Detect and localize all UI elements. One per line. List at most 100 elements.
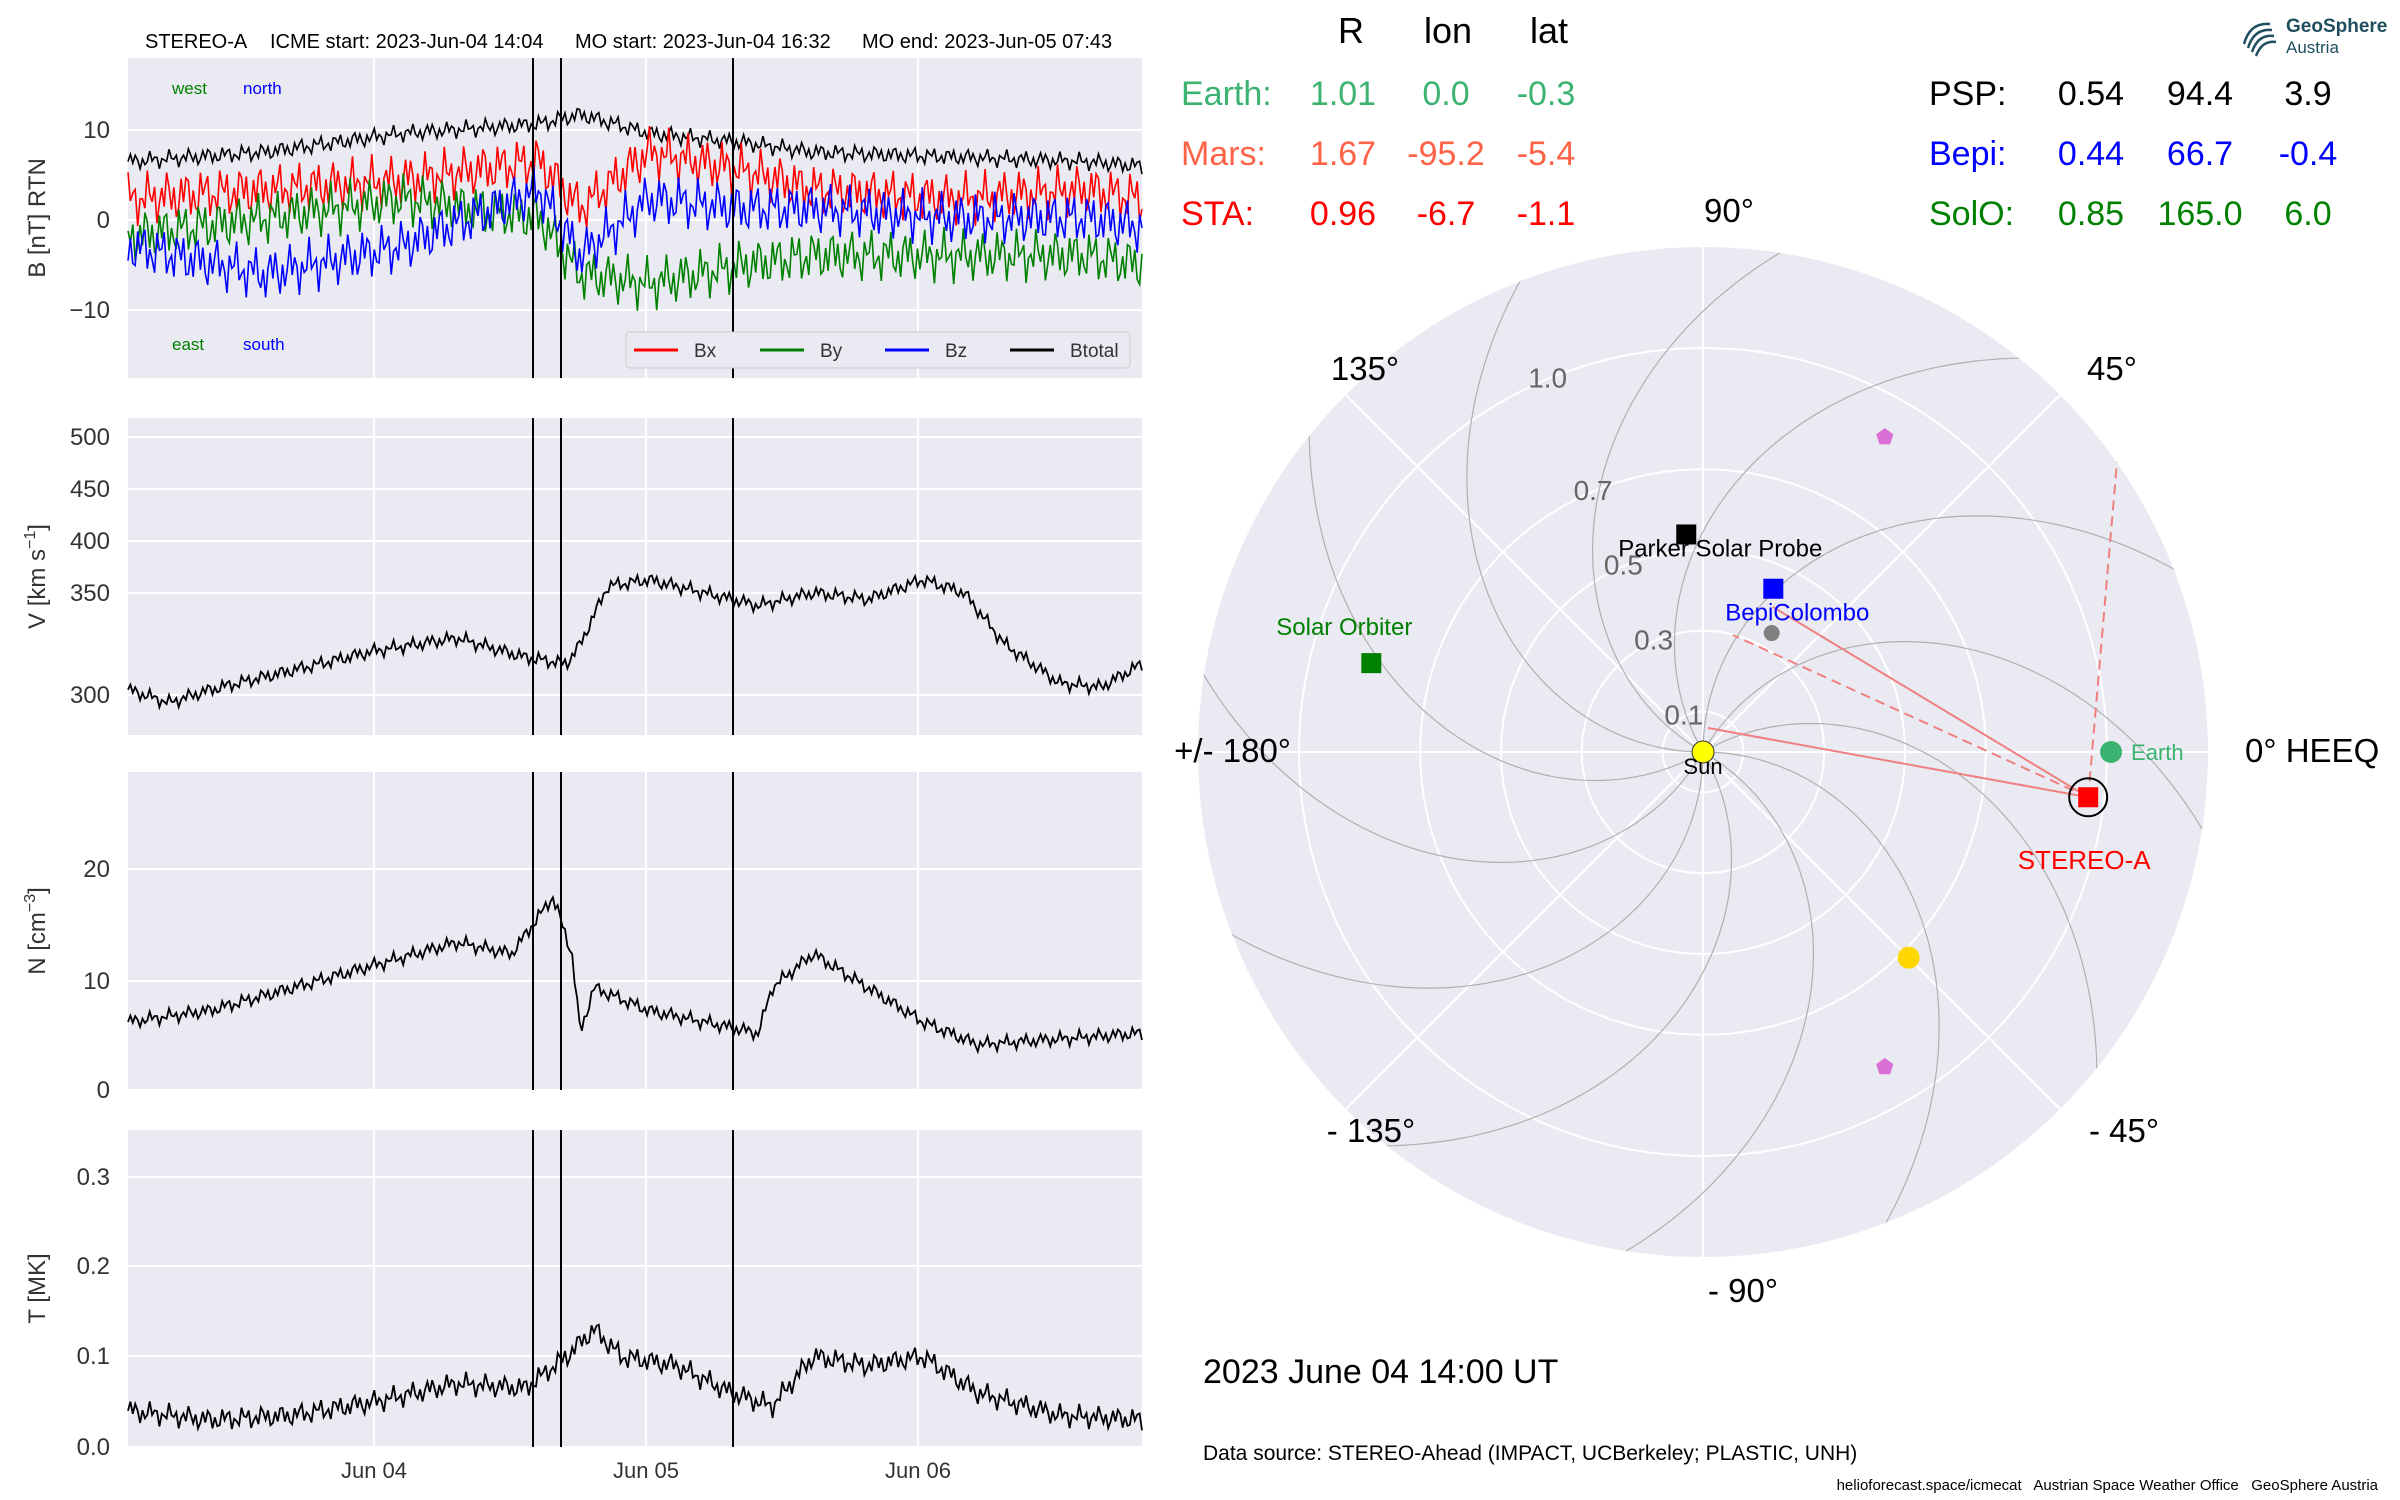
- y-axis-label: T [MK]: [24, 1253, 51, 1323]
- series-line-by: [127, 173, 1143, 311]
- series-line-n: [127, 894, 1143, 1055]
- panel-background: [128, 1130, 1142, 1447]
- header-mo-start: MO start: 2023-Jun-04 16:32: [575, 31, 831, 53]
- legend-label-bx: Bx: [694, 341, 717, 362]
- left-row-r: 1.67: [1310, 135, 1376, 173]
- right-row-r: 0.44: [2058, 135, 2124, 173]
- marker-square: [1361, 653, 1382, 674]
- parker-spiral-line: [1702, 515, 2208, 744]
- y-axis-label: V [km s−1]: [22, 524, 51, 629]
- marker-circle: [2100, 741, 2123, 763]
- left-row-name: Earth:: [1181, 75, 1272, 113]
- object-label: STEREO-A: [2018, 845, 2152, 875]
- label-south: south: [243, 335, 285, 354]
- panel-3: 20 10 0 N [cm−3]: [22, 772, 1143, 1104]
- y-tick-label: 0: [97, 1077, 110, 1104]
- legend-label-btotal: Btotal: [1070, 341, 1119, 362]
- object-venus: [1897, 946, 1920, 969]
- left-row-r: 0.96: [1310, 195, 1376, 233]
- right-row-name: SolO:: [1929, 195, 2014, 233]
- parker-spiral-line: [1711, 751, 1940, 1257]
- y-tick-label: 0.1: [77, 1343, 110, 1370]
- panel-background: [128, 418, 1142, 735]
- panel-background: [128, 772, 1142, 1090]
- right-row-lon: 66.7: [2167, 135, 2233, 173]
- angle-label: - 135°: [1327, 1112, 1415, 1149]
- angle-label: 90°: [1704, 192, 1754, 229]
- connection-line: [1707, 727, 2089, 799]
- radial-tick-label: 0.7: [1574, 475, 1613, 506]
- angular-gridline: [1345, 751, 1704, 1110]
- marker-square: [2078, 787, 2099, 808]
- series-line-bz: [127, 165, 1143, 298]
- object-label: Sun: [1683, 754, 1722, 779]
- marker-pentagon: [1876, 428, 1894, 445]
- header-mo-end: MO end: 2023-Jun-05 07:43: [862, 31, 1112, 53]
- object-label: BepiColombo: [1725, 600, 1869, 627]
- logo-line1: GeoSphere: [2286, 16, 2388, 37]
- parker-spiral-line: [1574, 755, 1815, 1257]
- y-tick-label: 0.2: [77, 1253, 110, 1280]
- object-stereo-a: STEREO-A: [2018, 777, 2152, 875]
- parker-spirals: [1198, 247, 2208, 1257]
- y-axis-label-text: N [cm: [24, 912, 51, 975]
- logo-line2: Austria: [2286, 38, 2339, 57]
- y-tick-label: 0: [97, 207, 110, 234]
- parker-spiral-line: [1673, 357, 2078, 746]
- y-axis-label-end: ]: [24, 524, 51, 531]
- angular-gridline: [1702, 394, 2061, 753]
- y-tick-label: 10: [83, 968, 110, 995]
- parker-spiral-line: [1328, 758, 1733, 1147]
- legend: Bx By Bz Btotal: [625, 331, 1131, 369]
- object-parker-solar-probe: Parker Solar Probe: [1618, 524, 1822, 562]
- radial-tick-label: 0.1: [1664, 700, 1703, 731]
- object-label: Parker Solar Probe: [1618, 535, 1822, 562]
- series-line-bx: [127, 126, 1143, 228]
- angle-label: 135°: [1331, 350, 1399, 387]
- parker-spiral-line: [1466, 247, 1695, 753]
- left-row-lat: -1.1: [1517, 195, 1576, 233]
- object-sun: Sun: [1683, 740, 1723, 779]
- y-tick-label: 500: [70, 424, 110, 451]
- y-axis-label-exponent: −1: [22, 531, 39, 549]
- marker-circle: [1691, 740, 1715, 764]
- geosphere-logo-icon: [2242, 22, 2277, 57]
- polar-plot: 0.1 0.3 0.5 0.7 1.0 90° 45° 0° HEEQ - 45° - 90° - …: [1174, 192, 2379, 1309]
- y-tick-label: 20: [83, 856, 110, 883]
- angle-label: - 90°: [1708, 1272, 1778, 1309]
- y-axis-label: B [nT] RTN: [24, 158, 51, 278]
- x-tick-label: Jun 05: [613, 1458, 679, 1483]
- object-pentagon-1: [1876, 428, 1894, 445]
- label-east: east: [172, 335, 204, 354]
- y-axis-label-text: T [MK]: [24, 1253, 51, 1323]
- series-line-btotal: [127, 107, 1143, 175]
- left-row-lat: -0.3: [1517, 75, 1576, 113]
- right-row-lon: 165.0: [2157, 195, 2242, 233]
- marker-pentagon: [1876, 1057, 1894, 1075]
- connection-line-dashed: [2087, 461, 2118, 798]
- y-tick-label: −10: [69, 297, 110, 324]
- panel-1: 10 0 −10 B [nT] RTN west north east south Bx By Bz…: [24, 58, 1143, 378]
- y-axis-label-text: B [nT] RTN: [24, 158, 51, 278]
- angle-label: +/- 180°: [1174, 732, 1291, 769]
- radial-tick-label: 1.0: [1528, 362, 1567, 393]
- parker-spiral-line: [1709, 722, 2098, 1127]
- table-header-r: R: [1338, 10, 1364, 51]
- y-tick-label: 0.0: [77, 1434, 110, 1461]
- label-north: north: [243, 79, 282, 98]
- angle-label: 45°: [2087, 350, 2137, 387]
- label-west: west: [171, 79, 207, 98]
- y-axis-label: N [cm−3]: [22, 887, 51, 975]
- angle-label: 0° HEEQ: [2245, 732, 2379, 769]
- parker-spiral-line: [1591, 247, 1832, 749]
- parker-spiral-line: [1706, 640, 2208, 881]
- right-row-r: 0.54: [2058, 75, 2124, 113]
- x-tick-label: Jun 04: [341, 1458, 407, 1483]
- right-row-lat: 6.0: [2284, 195, 2331, 233]
- parker-spiral-line: [1308, 377, 1697, 782]
- x-tick-label: Jun 06: [885, 1458, 951, 1483]
- object-bepicolombo: BepiColombo: [1725, 578, 1869, 627]
- object-pentagon-2: [1876, 1057, 1894, 1075]
- left-row-lon: 0.0: [1422, 75, 1469, 113]
